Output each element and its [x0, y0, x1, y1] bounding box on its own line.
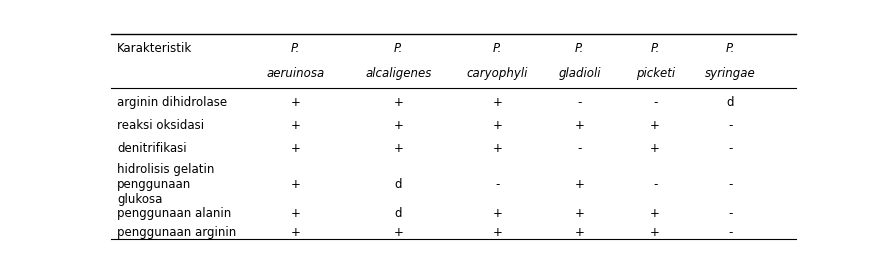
Text: +: + [651, 226, 660, 239]
Text: -: - [495, 178, 499, 191]
Text: +: + [492, 96, 502, 109]
Text: +: + [291, 178, 301, 191]
Text: -: - [577, 142, 582, 155]
Text: penggunaan arginin: penggunaan arginin [118, 226, 237, 239]
Text: -: - [728, 119, 733, 132]
Text: +: + [291, 96, 301, 109]
Text: +: + [492, 207, 502, 220]
Text: +: + [575, 207, 584, 220]
Text: +: + [651, 119, 660, 132]
Text: Karakteristik: Karakteristik [118, 42, 193, 55]
Text: d: d [727, 96, 735, 109]
Text: +: + [291, 142, 301, 155]
Text: gladioli: gladioli [559, 67, 601, 80]
Text: +: + [575, 226, 584, 239]
Text: +: + [492, 226, 502, 239]
Text: +: + [651, 207, 660, 220]
Text: -: - [728, 178, 733, 191]
Text: -: - [653, 178, 658, 191]
Text: +: + [291, 207, 301, 220]
Text: alcaligenes: alcaligenes [365, 67, 431, 80]
Text: reaksi oksidasi: reaksi oksidasi [118, 119, 204, 132]
Text: P.: P. [291, 42, 300, 55]
Text: +: + [393, 119, 403, 132]
Text: hidrolisis gelatin
penggunaan
glukosa: hidrolisis gelatin penggunaan glukosa [118, 163, 215, 206]
Text: penggunaan alanin: penggunaan alanin [118, 207, 232, 220]
Text: -: - [577, 96, 582, 109]
Text: +: + [575, 178, 584, 191]
Text: -: - [728, 226, 733, 239]
Text: P.: P. [493, 42, 502, 55]
Text: +: + [575, 119, 584, 132]
Text: +: + [393, 142, 403, 155]
Text: syringae: syringae [705, 67, 756, 80]
Text: P.: P. [575, 42, 584, 55]
Text: P.: P. [726, 42, 735, 55]
Text: denitrifikasi: denitrifikasi [118, 142, 187, 155]
Text: -: - [728, 142, 733, 155]
Text: arginin dihidrolase: arginin dihidrolase [118, 96, 227, 109]
Text: -: - [653, 96, 658, 109]
Text: +: + [651, 142, 660, 155]
Text: aeruinosa: aeruinosa [266, 67, 324, 80]
Text: +: + [492, 119, 502, 132]
Text: +: + [393, 96, 403, 109]
Text: picketi: picketi [636, 67, 674, 80]
Text: +: + [492, 142, 502, 155]
Text: P.: P. [393, 42, 403, 55]
Text: -: - [728, 207, 733, 220]
Text: +: + [291, 119, 301, 132]
Text: +: + [291, 226, 301, 239]
Text: caryophyli: caryophyli [467, 67, 529, 80]
Text: +: + [393, 226, 403, 239]
Text: P.: P. [651, 42, 659, 55]
Text: d: d [394, 178, 402, 191]
Text: d: d [394, 207, 402, 220]
